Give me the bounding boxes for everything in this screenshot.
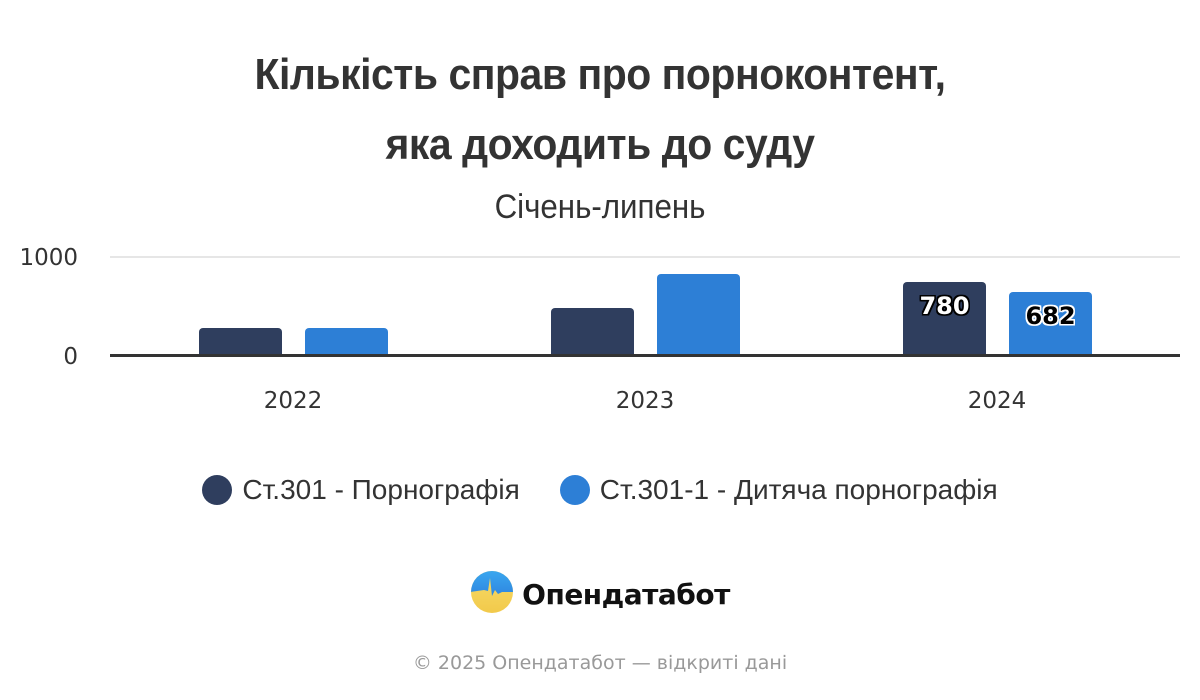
legend-dot-icon	[559, 475, 590, 505]
brand-logo: Опендатабот	[0, 570, 1200, 619]
bar-2022-st301-1[interactable]	[305, 328, 388, 356]
data-label-2024-st301-1: 682	[1025, 302, 1076, 330]
x-tick-2024: 2024	[967, 388, 1027, 414]
chart-title-line-2: яка доходить до суду	[385, 120, 815, 169]
data-label-2024-st301: 780	[919, 292, 970, 320]
bar-2024-st301[interactable]: 780	[903, 282, 986, 356]
footer-copyright: © 2025 Опендатабот — відкриті дані	[412, 652, 788, 674]
y-tick-0: 0	[63, 344, 78, 370]
x-tick-2022: 2022	[263, 388, 323, 414]
legend: Ст.301 - Порнографія Ст.301-1 - Дитяча п…	[0, 474, 1200, 506]
bar-2023-st301-1[interactable]	[657, 274, 740, 356]
bar-2022-st301[interactable]	[199, 328, 282, 356]
legend-item-st301[interactable]: Ст.301 - Порнографія	[202, 474, 520, 506]
legend-dot-icon	[202, 475, 233, 505]
opendatabot-logo-icon	[470, 570, 514, 619]
chart-subtitle: Січень-липень	[494, 188, 706, 226]
legend-label: Ст.301-1 - Дитяча порнографія	[599, 474, 998, 505]
brand-name: Опендатабот	[522, 578, 730, 611]
gridline-1000	[110, 256, 1180, 258]
x-tick-2023: 2023	[615, 388, 675, 414]
x-axis-baseline	[110, 354, 1180, 357]
y-tick-1000: 1000	[19, 245, 78, 271]
bar-2024-st301-1[interactable]: 682	[1009, 292, 1092, 356]
legend-item-st301-1[interactable]: Ст.301-1 - Дитяча порнографія	[559, 474, 998, 506]
legend-label: Ст.301 - Порнографія	[242, 474, 520, 505]
chart-title-line-1: Кількість справ про порноконтент,	[254, 50, 946, 99]
bar-2023-st301[interactable]	[551, 308, 634, 356]
